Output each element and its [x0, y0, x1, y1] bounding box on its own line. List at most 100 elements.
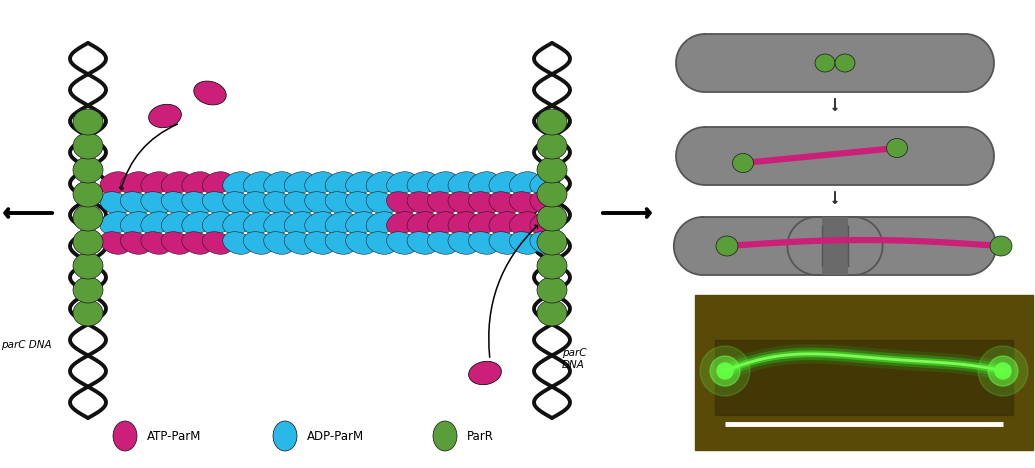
Circle shape: [978, 346, 1028, 396]
Ellipse shape: [285, 212, 315, 234]
Ellipse shape: [264, 212, 294, 234]
Ellipse shape: [366, 172, 396, 194]
Ellipse shape: [489, 212, 520, 234]
Ellipse shape: [887, 139, 908, 158]
Ellipse shape: [530, 232, 560, 254]
Ellipse shape: [469, 172, 499, 194]
Ellipse shape: [161, 192, 191, 214]
Ellipse shape: [325, 172, 355, 194]
Ellipse shape: [427, 232, 457, 254]
Ellipse shape: [433, 421, 457, 451]
Ellipse shape: [489, 172, 520, 194]
Ellipse shape: [149, 104, 181, 128]
Ellipse shape: [161, 232, 191, 254]
Ellipse shape: [448, 192, 478, 214]
Circle shape: [995, 363, 1011, 379]
Ellipse shape: [509, 232, 539, 254]
Ellipse shape: [120, 212, 150, 234]
Ellipse shape: [223, 172, 253, 194]
Ellipse shape: [182, 232, 212, 254]
Ellipse shape: [243, 232, 273, 254]
Ellipse shape: [73, 109, 104, 135]
Ellipse shape: [182, 212, 212, 234]
Ellipse shape: [509, 172, 539, 194]
Ellipse shape: [202, 212, 233, 234]
Ellipse shape: [407, 232, 437, 254]
Ellipse shape: [285, 172, 315, 194]
Text: ADP-ParM: ADP-ParM: [307, 430, 364, 443]
Ellipse shape: [304, 232, 335, 254]
Ellipse shape: [366, 232, 396, 254]
Ellipse shape: [448, 232, 478, 254]
Ellipse shape: [530, 192, 560, 214]
Ellipse shape: [120, 192, 150, 214]
Ellipse shape: [304, 172, 335, 194]
Ellipse shape: [407, 172, 437, 194]
Bar: [703, 217, 854, 275]
Ellipse shape: [938, 217, 996, 275]
Circle shape: [710, 356, 740, 386]
Ellipse shape: [815, 54, 835, 72]
Bar: [705, 127, 965, 185]
Ellipse shape: [489, 232, 520, 254]
Ellipse shape: [120, 232, 150, 254]
Text: parC
DNA: parC DNA: [562, 348, 587, 370]
Ellipse shape: [264, 172, 294, 194]
Ellipse shape: [530, 212, 560, 234]
Ellipse shape: [386, 212, 417, 234]
Ellipse shape: [120, 172, 150, 194]
Ellipse shape: [674, 217, 732, 275]
Ellipse shape: [325, 212, 355, 234]
Ellipse shape: [427, 172, 457, 194]
Ellipse shape: [407, 212, 437, 234]
Ellipse shape: [304, 212, 335, 234]
Ellipse shape: [304, 192, 335, 214]
Ellipse shape: [243, 172, 273, 194]
Ellipse shape: [788, 217, 846, 275]
Ellipse shape: [469, 192, 499, 214]
Ellipse shape: [73, 181, 104, 207]
Ellipse shape: [100, 232, 130, 254]
Ellipse shape: [407, 192, 437, 214]
Ellipse shape: [936, 127, 994, 185]
Ellipse shape: [141, 232, 171, 254]
Ellipse shape: [243, 192, 273, 214]
Ellipse shape: [427, 212, 457, 234]
Ellipse shape: [273, 421, 297, 451]
Ellipse shape: [386, 192, 417, 214]
Text: ParR: ParR: [467, 430, 494, 443]
Bar: [694, 295, 1033, 450]
Ellipse shape: [73, 229, 104, 255]
Ellipse shape: [509, 212, 539, 234]
Ellipse shape: [141, 192, 171, 214]
Ellipse shape: [835, 54, 855, 72]
Ellipse shape: [346, 172, 376, 194]
Ellipse shape: [537, 253, 567, 279]
Ellipse shape: [223, 232, 253, 254]
Ellipse shape: [427, 192, 457, 214]
Ellipse shape: [469, 232, 499, 254]
Ellipse shape: [537, 157, 567, 183]
Ellipse shape: [182, 172, 212, 194]
Text: parC DNA: parC DNA: [1, 340, 52, 350]
Ellipse shape: [530, 172, 560, 194]
Ellipse shape: [990, 236, 1012, 256]
Ellipse shape: [346, 192, 376, 214]
Ellipse shape: [223, 192, 253, 214]
Ellipse shape: [141, 212, 171, 234]
Ellipse shape: [346, 232, 376, 254]
Ellipse shape: [825, 217, 883, 275]
Ellipse shape: [366, 212, 396, 234]
Ellipse shape: [73, 253, 104, 279]
Ellipse shape: [386, 172, 417, 194]
Ellipse shape: [676, 34, 734, 92]
Ellipse shape: [100, 192, 130, 214]
Text: ATP-ParM: ATP-ParM: [147, 430, 202, 443]
Ellipse shape: [936, 34, 994, 92]
Ellipse shape: [100, 212, 130, 234]
Ellipse shape: [73, 133, 104, 159]
Ellipse shape: [509, 192, 539, 214]
Ellipse shape: [223, 212, 253, 234]
Ellipse shape: [243, 212, 273, 234]
Ellipse shape: [537, 181, 567, 207]
